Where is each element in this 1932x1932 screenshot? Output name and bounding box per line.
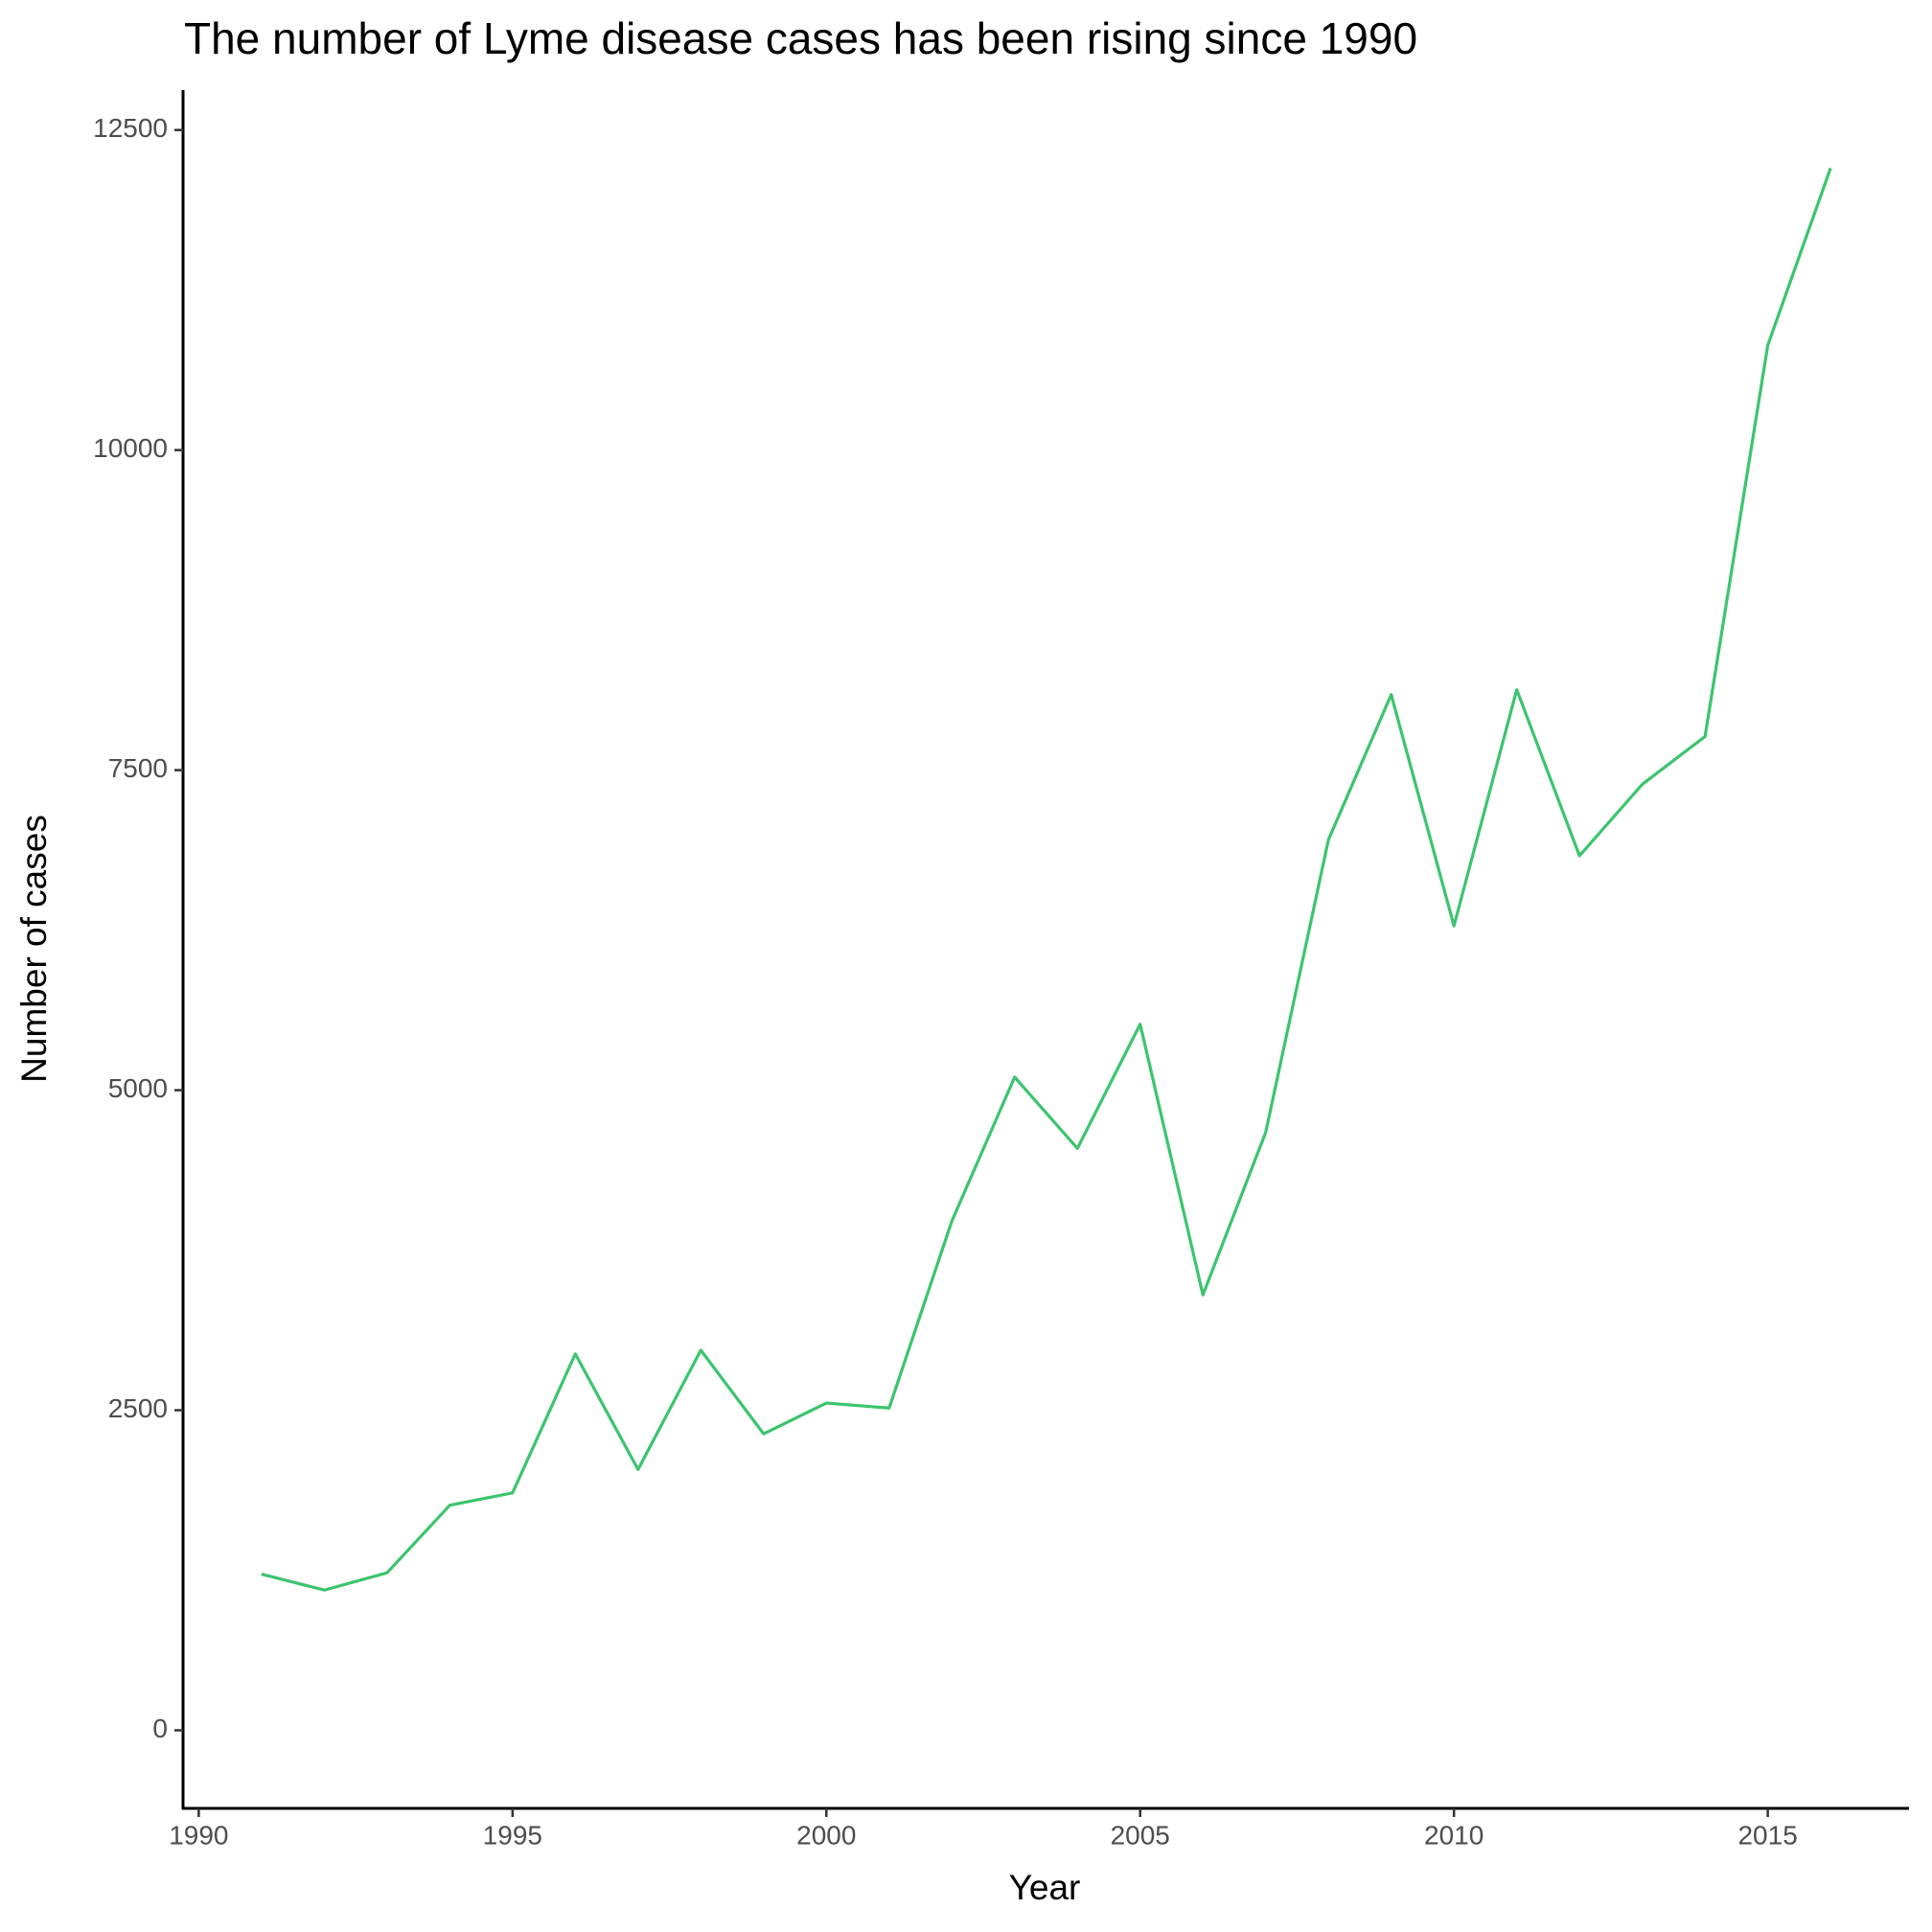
x-tick-label: 2005 bbox=[1111, 1820, 1170, 1850]
y-axis-title: Number of cases bbox=[14, 815, 54, 1083]
line-series bbox=[261, 167, 1832, 1592]
y-tick-label: 12500 bbox=[93, 113, 168, 143]
x-tick-label: 2015 bbox=[1737, 1820, 1797, 1850]
y-tick-label: 2500 bbox=[108, 1393, 168, 1423]
x-tick-label: 1990 bbox=[169, 1820, 228, 1850]
y-tick-label: 10000 bbox=[93, 433, 168, 463]
y-tick-label: 0 bbox=[152, 1714, 168, 1743]
y-tick-label: 7500 bbox=[108, 753, 168, 783]
x-tick-label: 2010 bbox=[1424, 1820, 1484, 1850]
chart-title: The number of Lyme disease cases has bee… bbox=[184, 13, 1417, 63]
x-tick-label: 2000 bbox=[796, 1820, 856, 1850]
x-tick-label: 1995 bbox=[483, 1820, 542, 1850]
x-axis-title: Year bbox=[1009, 1868, 1081, 1907]
y-tick-label: 5000 bbox=[108, 1073, 168, 1103]
